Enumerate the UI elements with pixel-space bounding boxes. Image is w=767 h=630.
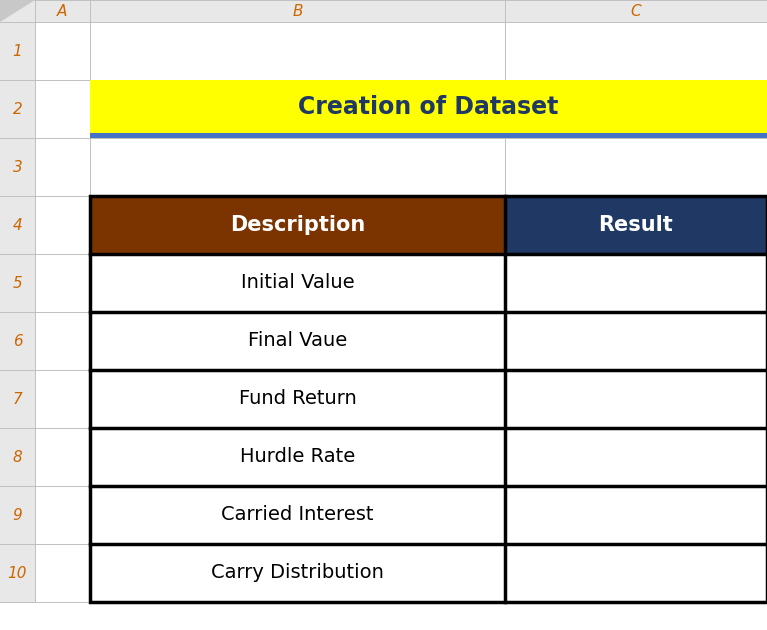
Bar xyxy=(90,544,767,602)
Text: B: B xyxy=(292,4,303,18)
Bar xyxy=(90,486,767,544)
Bar xyxy=(90,196,767,602)
Text: Hurdle Rate: Hurdle Rate xyxy=(240,447,355,466)
Bar xyxy=(505,196,767,254)
Bar xyxy=(90,312,767,370)
Bar xyxy=(90,196,505,254)
Text: 7: 7 xyxy=(12,391,22,406)
Text: Description: Description xyxy=(230,215,365,235)
Bar xyxy=(90,428,767,486)
Text: 2: 2 xyxy=(12,101,22,117)
Text: Initial Value: Initial Value xyxy=(241,273,354,292)
Bar xyxy=(90,370,767,428)
Bar xyxy=(90,80,767,138)
Text: 6: 6 xyxy=(12,333,22,348)
Bar xyxy=(0,0,767,22)
Text: 8: 8 xyxy=(12,449,22,464)
Text: 1: 1 xyxy=(12,43,22,59)
Polygon shape xyxy=(0,0,35,22)
Bar xyxy=(0,0,35,602)
Text: Creation of Dataset: Creation of Dataset xyxy=(298,94,558,118)
Text: 4: 4 xyxy=(12,217,22,232)
Text: Result: Result xyxy=(598,215,673,235)
Text: Fund Return: Fund Return xyxy=(239,389,357,408)
Text: 3: 3 xyxy=(12,159,22,175)
Text: Carried Interest: Carried Interest xyxy=(221,505,374,525)
Bar xyxy=(90,133,767,138)
Bar xyxy=(90,254,767,312)
Text: C: C xyxy=(630,4,641,18)
Text: A: A xyxy=(58,4,67,18)
Text: Final Vaue: Final Vaue xyxy=(248,331,347,350)
Text: Carry Distribution: Carry Distribution xyxy=(211,563,384,583)
Text: 5: 5 xyxy=(12,275,22,290)
Text: 9: 9 xyxy=(12,508,22,522)
Text: 10: 10 xyxy=(8,566,28,580)
